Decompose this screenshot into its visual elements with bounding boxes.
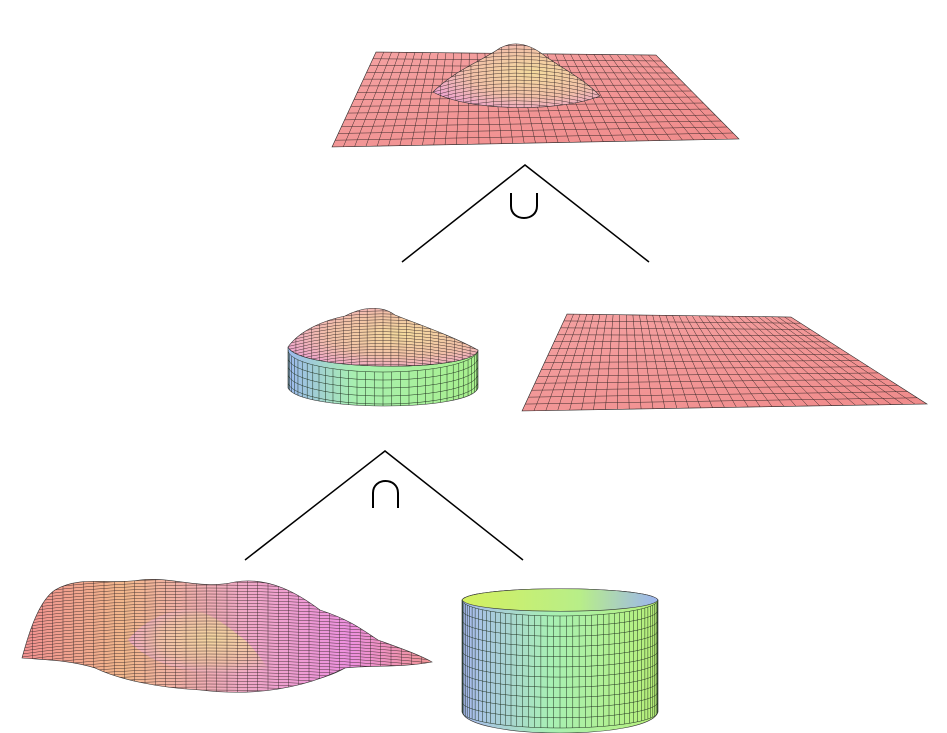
union-symbol: [510, 193, 538, 219]
union-connector: [401, 164, 650, 263]
intersection-symbol: [372, 480, 399, 508]
intersection-connector: [244, 450, 524, 561]
result-surface: [331, 43, 740, 148]
bump-surface: [21, 579, 433, 693]
flat-plane-surface: [521, 313, 928, 412]
cylinder-solid: [461, 588, 659, 733]
clipped-bump-solid: [287, 308, 479, 407]
